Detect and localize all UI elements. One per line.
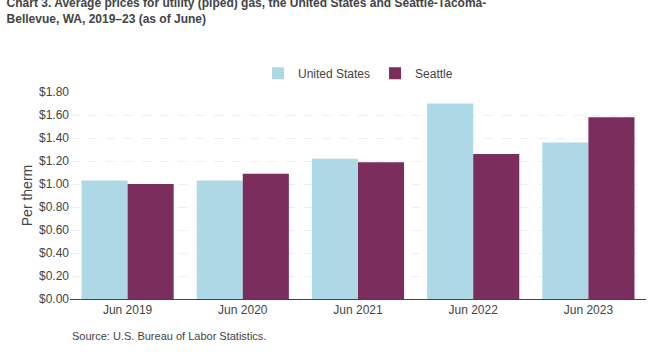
- svg-text:$1.60: $1.60: [39, 108, 69, 122]
- svg-text:$0.60: $0.60: [39, 223, 69, 237]
- svg-text:Per therm: Per therm: [19, 165, 35, 226]
- svg-text:Jun 2021: Jun 2021: [333, 303, 383, 317]
- svg-text:$0.00: $0.00: [39, 292, 69, 306]
- svg-text:$1.40: $1.40: [39, 131, 69, 145]
- svg-text:$1.20: $1.20: [39, 154, 69, 168]
- svg-text:$0.80: $0.80: [39, 200, 69, 214]
- svg-text:$0.20: $0.20: [39, 269, 69, 283]
- svg-text:Jun 2022: Jun 2022: [449, 303, 499, 317]
- svg-text:$1.00: $1.00: [39, 177, 69, 191]
- svg-text:Chart 3. Average prices for ut: Chart 3. Average prices for utility (pip…: [7, 0, 487, 26]
- svg-text:Jun 2019: Jun 2019: [103, 303, 153, 317]
- svg-text:United States: United States: [298, 67, 370, 81]
- svg-text:Source: U.S. Bureau of Labor S: Source: U.S. Bureau of Labor Statistics.: [72, 330, 266, 342]
- svg-text:Jun 2023: Jun 2023: [564, 303, 614, 317]
- svg-text:$0.40: $0.40: [39, 246, 69, 260]
- svg-text:Jun 2020: Jun 2020: [218, 303, 268, 317]
- svg-text:$1.80: $1.80: [39, 85, 69, 99]
- svg-text:Seattle: Seattle: [415, 67, 453, 81]
